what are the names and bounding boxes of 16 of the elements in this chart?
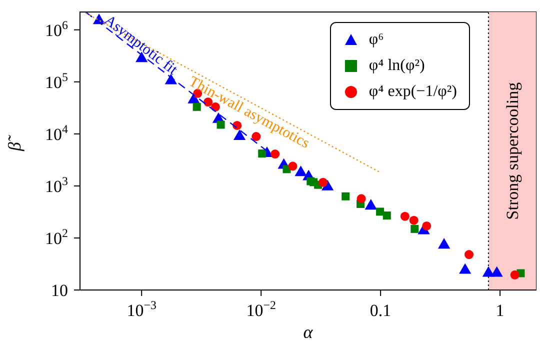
y-tick-label: 10$^{4}$ [45,122,68,144]
legend-label: φ⁶ [368,31,384,48]
y-tick-label: 10$^{6}$ [45,18,68,40]
y-tick-label: 10$^{2}$ [45,226,68,248]
y-tick-label: 10$^{5}$ [45,70,68,92]
y-tick-label: 10$^{3}$ [45,174,68,196]
band-label: Strong supercooling [503,82,522,220]
x-tick-label: 1 [496,301,504,320]
legend-label: φ⁴ ln(φ²) [368,57,425,74]
y-tick-label: 10 [51,281,68,300]
x-tick-label: 10$^{−3}$ [126,298,156,320]
x-axis-title: α [303,322,314,342]
legend-label: φ⁴ exp(−1/φ²) [368,83,457,100]
x-tick-label: 0.1 [370,301,392,320]
y-axis-title: β̃ [4,134,24,152]
x-tick-label: 10$^{−2}$ [246,298,276,320]
